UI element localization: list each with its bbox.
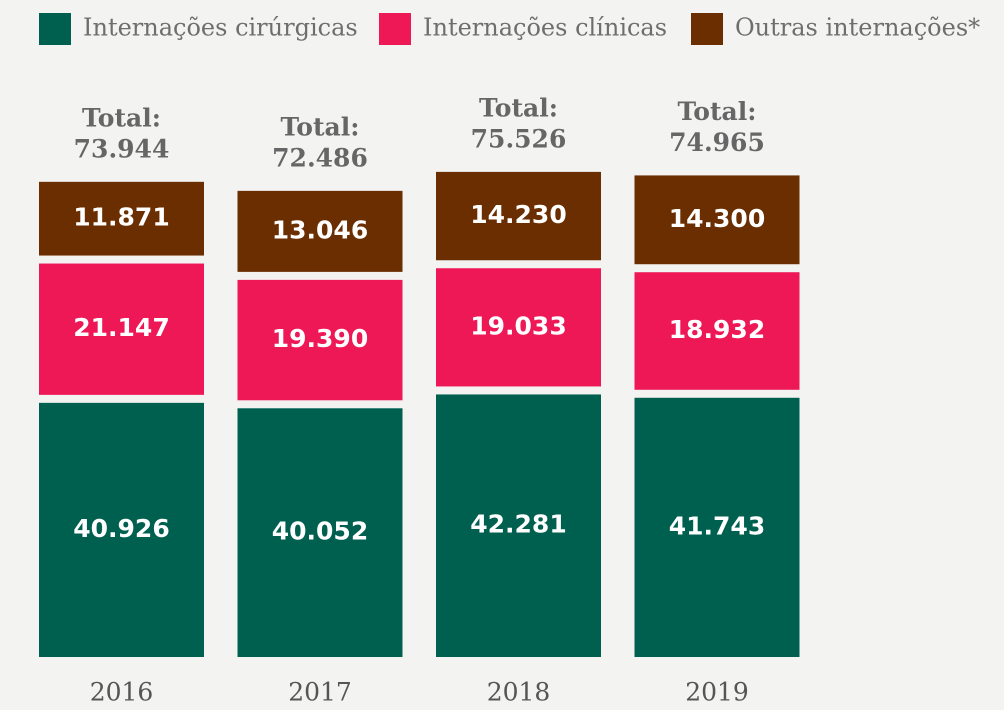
bar-segment bbox=[39, 263, 204, 395]
value-label: 14.300 bbox=[669, 204, 765, 233]
value-label: 11.871 bbox=[73, 203, 169, 232]
value-label: 14.230 bbox=[470, 200, 566, 229]
bar-segment bbox=[237, 279, 403, 401]
total-title: Total: bbox=[479, 94, 558, 123]
legend-swatch bbox=[379, 13, 411, 45]
total-label: 72.486 bbox=[272, 143, 368, 172]
value-label: 40.052 bbox=[272, 517, 368, 546]
total-label: 75.526 bbox=[471, 125, 567, 154]
legend-label: Internações cirúrgicas bbox=[83, 14, 358, 42]
value-label: 19.390 bbox=[272, 324, 368, 353]
bar-segment bbox=[634, 272, 800, 390]
total-label: 74.965 bbox=[669, 128, 765, 157]
value-label: 40.926 bbox=[73, 514, 169, 543]
bar-segment bbox=[634, 397, 800, 657]
bar-segment bbox=[634, 175, 800, 265]
legend-swatch bbox=[39, 13, 71, 45]
value-label: 42.281 bbox=[470, 510, 566, 539]
bar-segment bbox=[436, 394, 601, 657]
value-label: 19.033 bbox=[470, 311, 566, 340]
bar-segment bbox=[436, 171, 601, 261]
legend-label: Internações clínicas bbox=[423, 14, 667, 42]
total-label: 73.944 bbox=[74, 134, 170, 163]
value-label: 41.743 bbox=[669, 511, 765, 540]
value-label: 18.932 bbox=[669, 315, 765, 344]
x-tick-label: 2016 bbox=[90, 678, 154, 707]
value-label: 21.147 bbox=[73, 313, 169, 342]
bar-segment bbox=[237, 190, 403, 272]
total-title: Total: bbox=[82, 103, 161, 132]
bar-segment bbox=[237, 408, 403, 657]
bar-segment bbox=[436, 268, 601, 387]
legend-label: Outras internações* bbox=[735, 14, 980, 42]
legend-swatch bbox=[691, 13, 723, 45]
value-label: 13.046 bbox=[272, 215, 368, 244]
x-tick-label: 2018 bbox=[487, 678, 551, 707]
total-title: Total: bbox=[678, 97, 757, 126]
x-tick-label: 2019 bbox=[685, 678, 749, 707]
x-tick-label: 2017 bbox=[288, 678, 352, 707]
bar-segment bbox=[39, 402, 204, 657]
total-title: Total: bbox=[281, 112, 360, 141]
bar-segment bbox=[39, 181, 204, 256]
